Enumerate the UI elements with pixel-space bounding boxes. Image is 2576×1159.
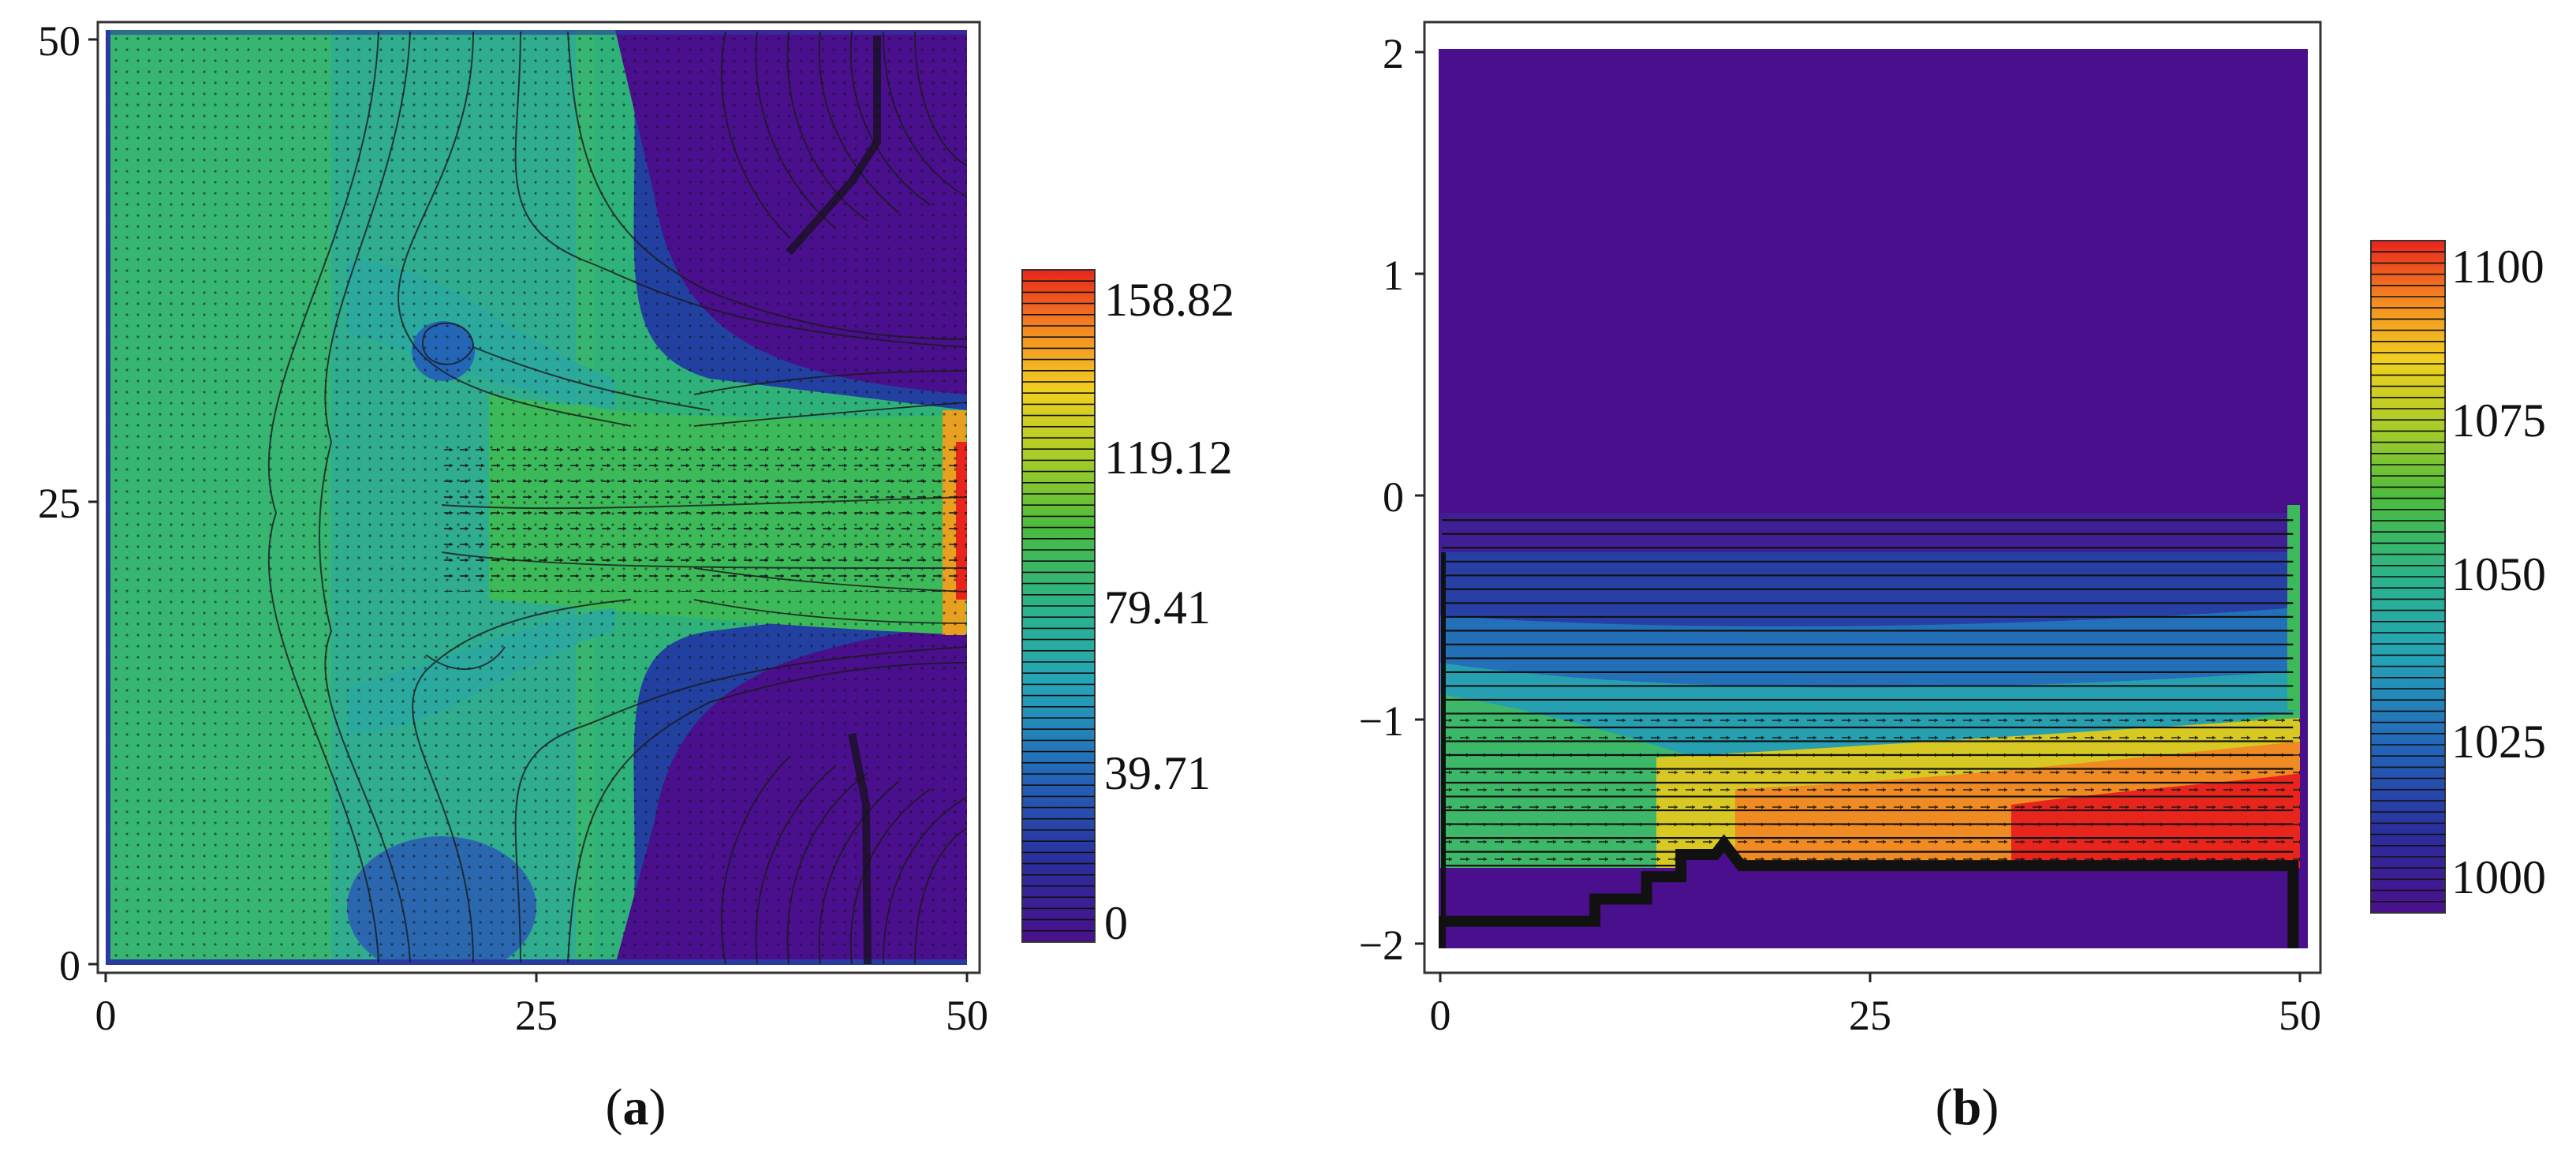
colorbar-b: 1100 1075 1050 1025 1000 (2370, 240, 2546, 914)
colorbar-b-label-4: 1000 (2451, 851, 2546, 903)
colorbar-b-label-0: 1100 (2451, 241, 2544, 293)
colorbar-b-label-2: 1050 (2451, 548, 2546, 600)
x-tick-a-0: 0 (95, 992, 117, 1039)
panel-a: 0 25 50 0 25 50 158.82 119.12 79.41 39.7… (38, 17, 1234, 1136)
colorbar-a-label-4: 0 (1104, 897, 1128, 949)
colorbar-a-label-3: 39.71 (1104, 747, 1211, 799)
x-tick-b-2: 50 (2279, 992, 2321, 1039)
x-tick-b-0: 0 (1430, 992, 1451, 1039)
colorbar-b-label-3: 1025 (2451, 716, 2546, 768)
y-tick-b-1: 1 (1383, 252, 1404, 299)
panel-b: 2 1 0 −1 −2 0 25 50 1100 1075 1050 1025 … (1359, 21, 2546, 1136)
y-tick-b-4: −2 (1359, 922, 1404, 969)
y-tick-a-0: 0 (59, 942, 80, 989)
axis-y-a (88, 38, 98, 966)
caption-b: (b) (1936, 1079, 1999, 1136)
colorbar-a: 158.82 119.12 79.41 39.71 0 (1021, 269, 1234, 949)
y-tick-b-0: 2 (1383, 30, 1404, 77)
axis-y-b (1415, 50, 1424, 945)
x-tick-b-1: 25 (1849, 992, 1891, 1039)
colorbar-a-label-2: 79.41 (1104, 581, 1211, 634)
y-tick-a-2: 50 (38, 17, 80, 65)
y-tick-b-2: 0 (1383, 473, 1404, 521)
axis-x-b (1439, 973, 2302, 982)
colorbar-a-label-0: 158.82 (1104, 274, 1234, 326)
colorbar-a-label-1: 119.12 (1104, 432, 1233, 484)
colorbar-a-bands (1022, 280, 1095, 932)
x-tick-a-1: 25 (515, 992, 558, 1039)
contours-right-a (693, 31, 967, 965)
y-tick-b-3: −1 (1359, 697, 1404, 745)
colorbar-b-bands (2371, 251, 2445, 903)
heatmap-b (1439, 49, 2308, 948)
heatmap-a (106, 30, 967, 965)
colorbar-b-label-1: 1075 (2451, 394, 2546, 447)
axis-x-a (104, 973, 969, 982)
y-tick-a-1: 25 (38, 480, 80, 527)
bottom-boundary-b (1439, 834, 2299, 948)
contours-a (267, 31, 967, 963)
x-tick-a-2: 50 (946, 992, 988, 1039)
caption-a: (a) (606, 1079, 666, 1136)
